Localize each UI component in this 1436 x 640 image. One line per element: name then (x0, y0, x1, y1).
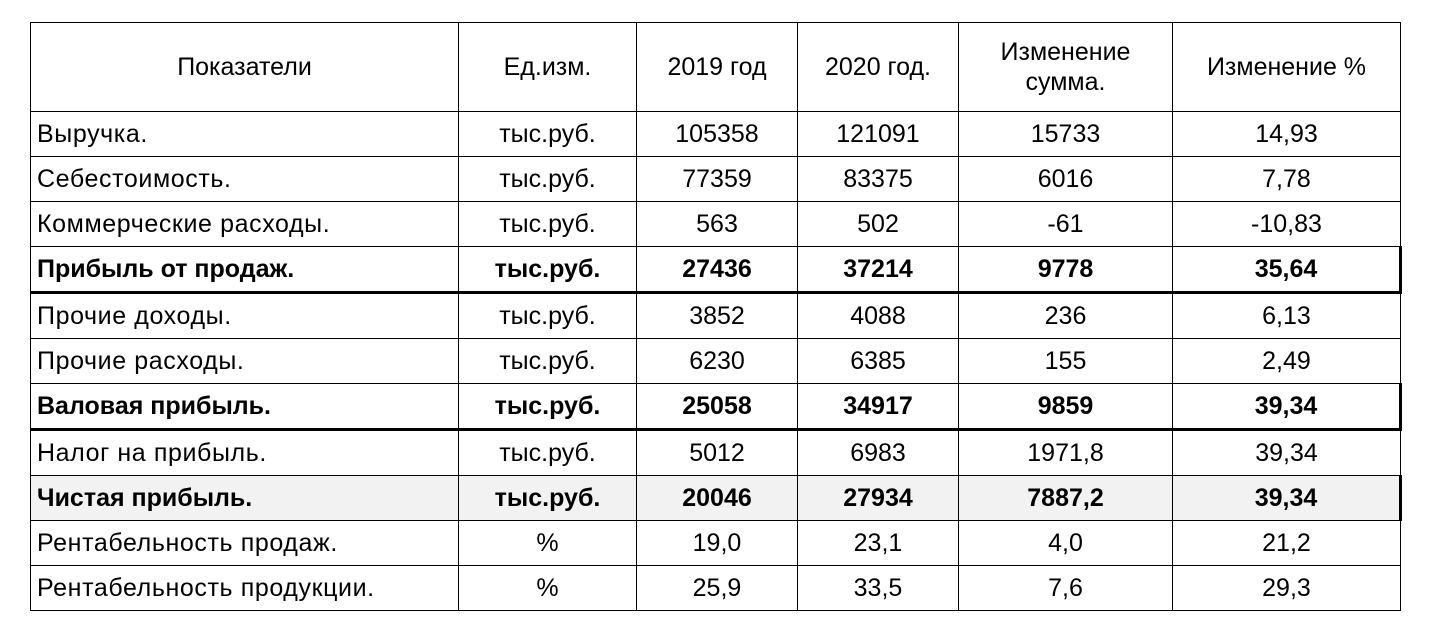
table-cell: 121091 (797, 111, 959, 157)
table-cell: 39,34 (1172, 475, 1402, 521)
table-cell: тыс.руб. (458, 246, 637, 294)
table-cell: 29,3 (1172, 565, 1401, 611)
table-cell: 7,78 (1172, 156, 1401, 202)
row-label: Налог на прибыль. (30, 429, 459, 476)
table-cell: 155 (958, 338, 1173, 384)
table-row: Выручка. тыс.руб. 105358 121091 15733 14,93 (30, 111, 1401, 157)
table-cell: % (458, 565, 637, 611)
header-cell: 2019 год (636, 22, 798, 112)
header-cell: Изменение % (1172, 22, 1401, 112)
table-cell: 27934 (797, 475, 959, 521)
table-cell: -10,83 (1172, 201, 1401, 247)
table-row: Чистая прибыль. тыс.руб. 20046 27934 7887,2 3… (30, 475, 1402, 521)
table-cell: 27436 (636, 246, 798, 294)
table-cell: 4,0 (958, 520, 1173, 566)
table-cell: 21,2 (1172, 520, 1401, 566)
table-cell: 20046 (636, 475, 798, 521)
table-cell: 37214 (797, 246, 959, 294)
table-cell: тыс.руб. (458, 156, 637, 202)
table-row: Рентабельность продаж.% 19,0 23,1 4,0 21,2 (30, 520, 1401, 566)
table-cell: 39,34 (1172, 429, 1401, 476)
table-row: Прибыль от продаж. тыс.руб. 27436 37214 9778… (30, 246, 1402, 294)
row-label: Коммерческие расходы. (30, 201, 459, 247)
table-row: Прочие доходы. тыс.руб. 3852 4088 236 6,13 (30, 292, 1401, 339)
table-cell: 34917 (797, 383, 959, 431)
row-label: Выручка. (30, 111, 459, 157)
table-cell: 25,9 (636, 565, 798, 611)
table-cell: 33,5 (797, 565, 959, 611)
finance-table: Показатели Ед.изм. 2019 год 2020 год. Измене… (30, 22, 1402, 611)
table-cell: 502 (797, 201, 959, 247)
table-row: Себестоимость. тыс.руб. 77359 83375 6016 7,78 (30, 156, 1401, 202)
table-cell: -61 (958, 201, 1173, 247)
table-cell: 6016 (958, 156, 1173, 202)
row-label: Рентабельность продаж. (30, 520, 459, 566)
table-cell: 105358 (636, 111, 798, 157)
table-body: Выручка. тыс.руб. 105358 121091 15733 14,93 Се… (30, 111, 1402, 611)
table-cell: 15733 (958, 111, 1173, 157)
table-cell: 3852 (636, 292, 798, 339)
table-header: Показатели Ед.изм. 2019 год 2020 год. Измене… (30, 22, 1401, 112)
row-label: Чистая прибыль. (30, 475, 459, 521)
table-cell: тыс.руб. (458, 475, 637, 521)
header-row: Показатели Ед.изм. 2019 год 2020 год. Измене… (30, 22, 1401, 112)
table-row: Коммерческие расходы. тыс.руб. 563 502 -61 -1… (30, 201, 1401, 247)
table-cell: 9859 (958, 383, 1173, 431)
table-row: Рентабельность продукции.% 25,9 33,5 7,6 29,… (30, 565, 1401, 611)
table-cell: 6230 (636, 338, 798, 384)
table-cell: 19,0 (636, 520, 798, 566)
table-cell: тыс.руб. (458, 292, 637, 339)
table-cell: 4088 (797, 292, 959, 339)
table-cell: 35,64 (1172, 246, 1402, 294)
table-cell: 2,49 (1172, 338, 1401, 384)
table-cell: 9778 (958, 246, 1173, 294)
table-row: Валовая прибыль. тыс.руб. 25058 34917 9859 39… (30, 383, 1402, 431)
table-cell: 6385 (797, 338, 959, 384)
table-cell: 7887,2 (958, 475, 1173, 521)
row-label: Рентабельность продукции. (30, 565, 459, 611)
table-cell: 6,13 (1172, 292, 1401, 339)
table-row: Прочие расходы. тыс.руб. 6230 6385 155 2,49 (30, 338, 1401, 384)
table-cell: 1971,8 (958, 429, 1173, 476)
table-cell: 39,34 (1172, 383, 1402, 431)
table-cell: 23,1 (797, 520, 959, 566)
table-cell: % (458, 520, 637, 566)
header-cell: Показатели (30, 22, 459, 112)
table-cell: тыс.руб. (458, 111, 637, 157)
table-cell: 6983 (797, 429, 959, 476)
table-cell: тыс.руб. (458, 338, 637, 384)
table-cell: 7,6 (958, 565, 1173, 611)
header-cell: Ед.изм. (458, 22, 637, 112)
row-label: Прочие доходы. (30, 292, 459, 339)
table-cell: 14,93 (1172, 111, 1401, 157)
table-cell: 77359 (636, 156, 798, 202)
table-cell: 25058 (636, 383, 798, 431)
header-cell: 2020 год. (797, 22, 959, 112)
row-label: Прочие расходы. (30, 338, 459, 384)
header-cell: Изменение сумма. (958, 22, 1173, 112)
table-row: Налог на прибыль. тыс.руб. 5012 6983 1971,8 3… (30, 429, 1401, 476)
table-cell: 236 (958, 292, 1173, 339)
row-label: Прибыль от продаж. (30, 246, 459, 294)
table-cell: 563 (636, 201, 798, 247)
row-label: Валовая прибыль. (30, 383, 459, 431)
row-label: Себестоимость. (30, 156, 459, 202)
table-cell: тыс.руб. (458, 383, 637, 431)
table-cell: 5012 (636, 429, 798, 476)
table-cell: 83375 (797, 156, 959, 202)
table-cell: тыс.руб. (458, 201, 637, 247)
table-cell: тыс.руб. (458, 429, 637, 476)
